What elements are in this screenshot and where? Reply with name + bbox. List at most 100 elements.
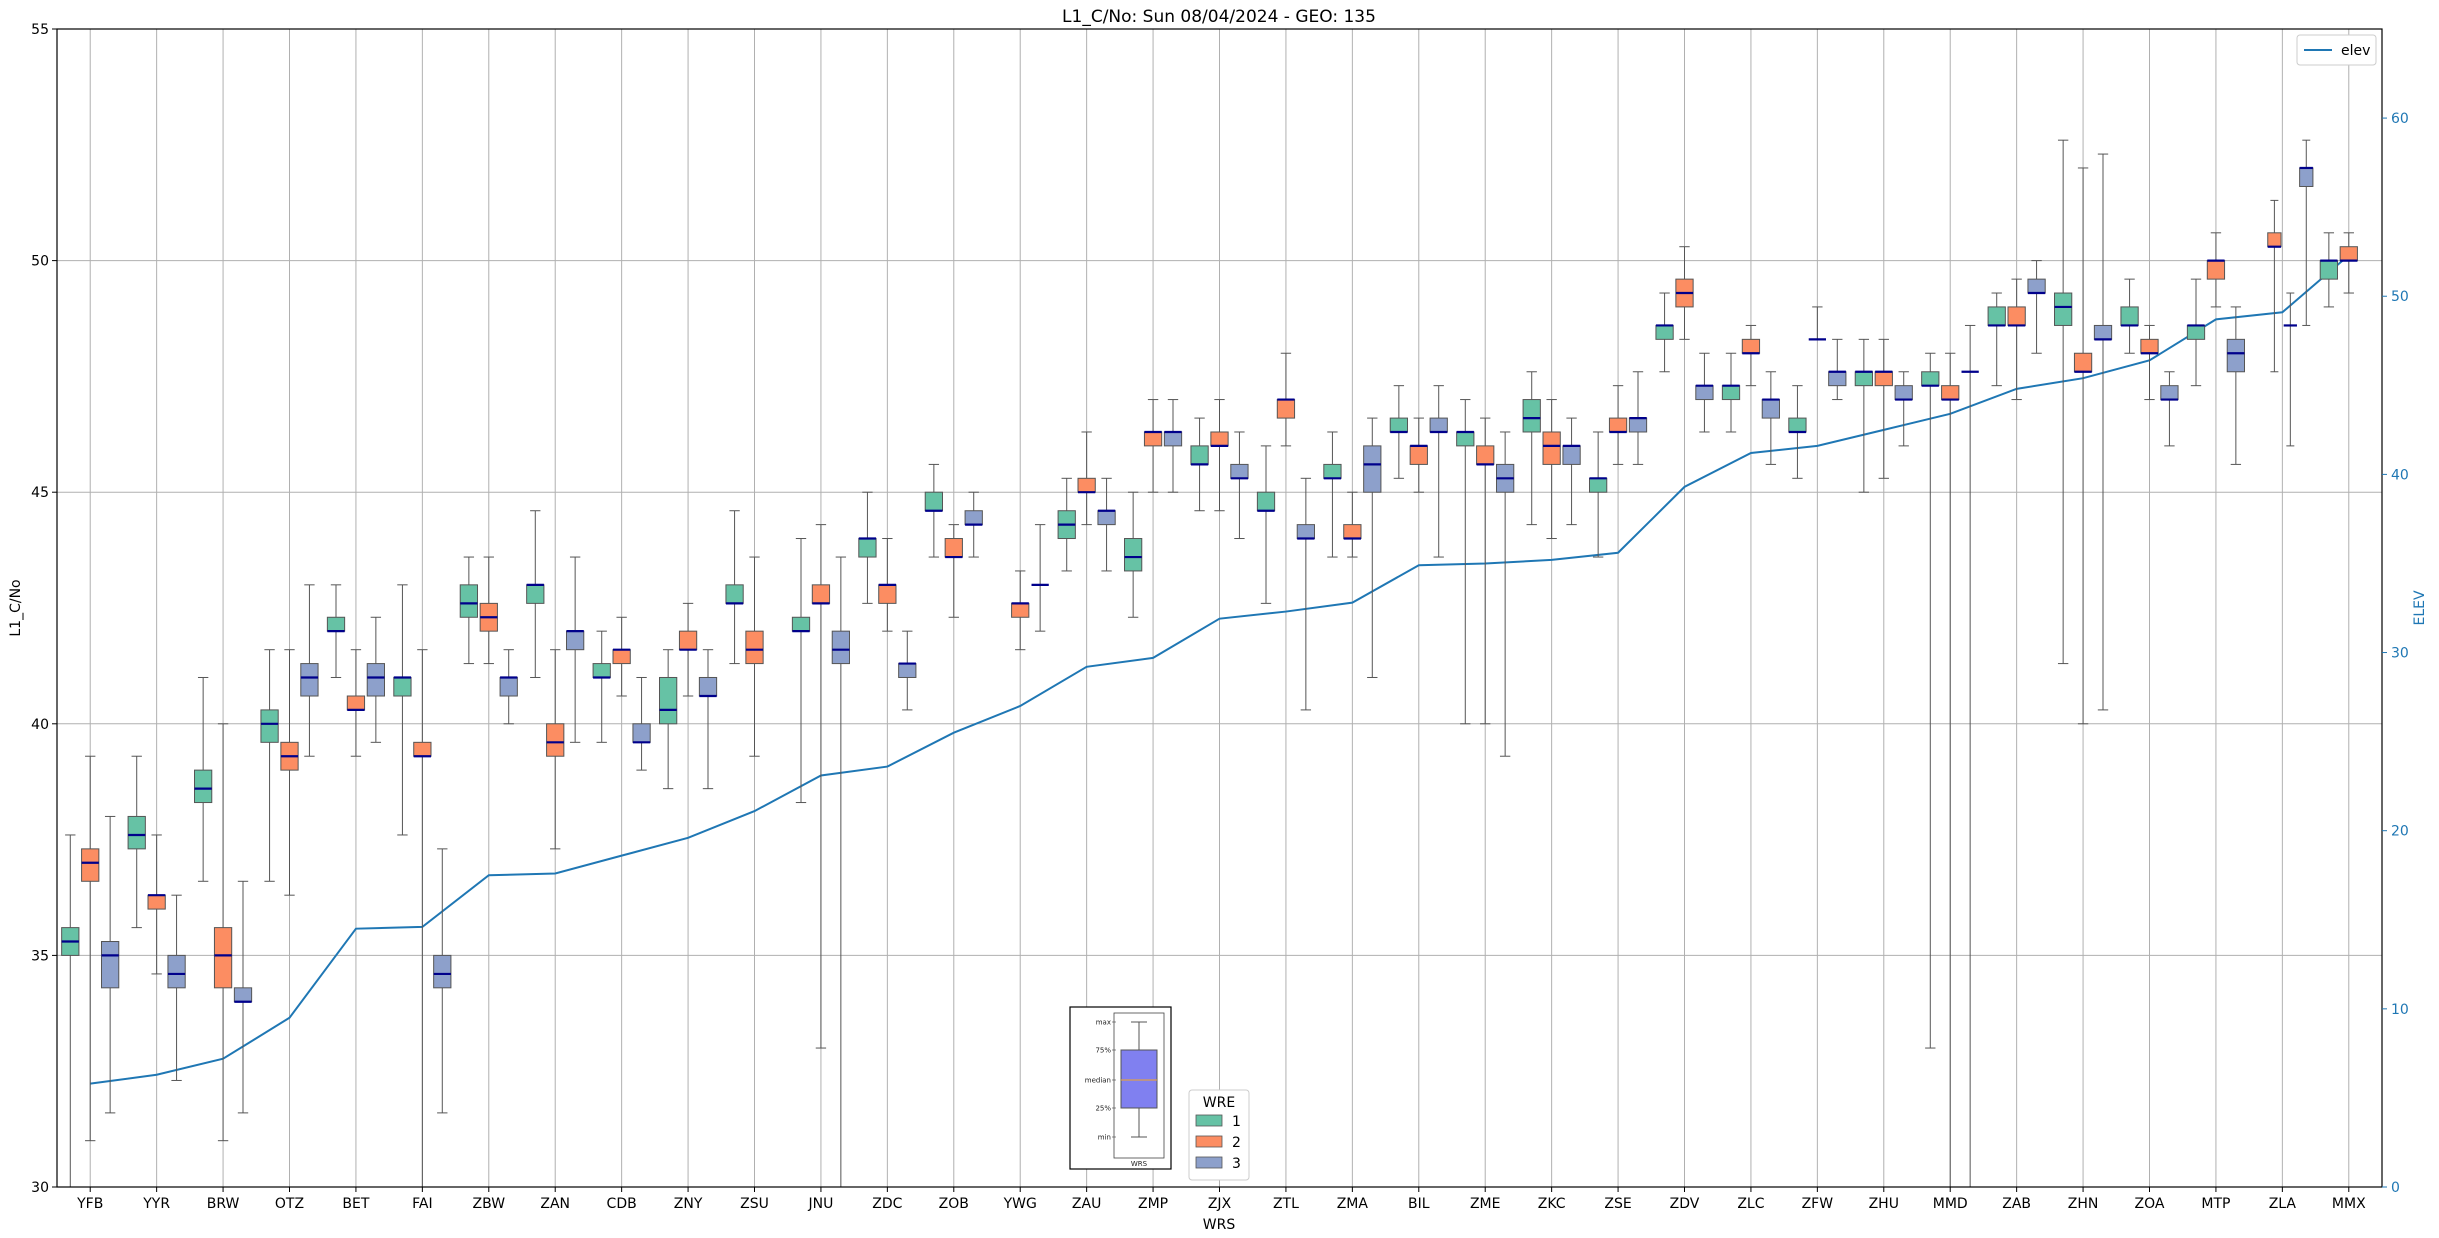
x-ticks: YFB YYR BRW OTZ BET FAI ZBW ZAN CDB ZNY ZSU JNU ZDC Z… [76, 1187, 2366, 1212]
box-iqr [81, 848, 100, 882]
box-iqr [1788, 417, 1807, 433]
x-tick-label: ZNY [674, 1196, 703, 1212]
box-iqr [1077, 477, 1096, 493]
inset-label: median [1085, 1077, 1111, 1085]
y-right-tick-label: 20 [2391, 824, 2409, 840]
x-tick-label: ZDV [1670, 1196, 1700, 1212]
box-iqr [2206, 260, 2226, 280]
x-tick-label: ZKC [1538, 1196, 1566, 1212]
box-iqr [1363, 445, 1382, 493]
box-iqr [878, 584, 897, 604]
x-tick-label: FAI [412, 1196, 432, 1212]
box-iqr [1589, 477, 1608, 493]
x-tick-label: YYR [142, 1196, 170, 1212]
y-tick-label: 55 [31, 22, 49, 38]
box-iqr [858, 538, 877, 558]
x-axis-label: WRS [1203, 1217, 1236, 1233]
box-iqr [1097, 510, 1116, 526]
y-tick-label: 50 [31, 254, 49, 270]
box-iqr [2093, 324, 2113, 340]
x-tick-label: JNU [807, 1196, 833, 1212]
inset-label: min [1098, 1134, 1111, 1142]
box-iqr [326, 616, 346, 632]
x-tick-label: ZSU [740, 1196, 769, 1212]
box-iqr [2007, 306, 2026, 326]
wre-legend-label: 1 [1232, 1114, 1241, 1130]
y-ticks-right: 0 10 20 30 40 50 60 [2382, 111, 2409, 1196]
box-iqr [2319, 260, 2338, 280]
box-iqr [592, 663, 611, 678]
box-iqr [1124, 538, 1143, 572]
box-iqr [167, 954, 186, 989]
box-iqr [1210, 431, 1229, 447]
box-iqr [1562, 445, 1581, 465]
box-iqr [2226, 338, 2245, 373]
inset-axis-label: WRS [1131, 1160, 1148, 1168]
inset-box [1120, 1049, 1158, 1109]
box-iqr [366, 663, 385, 697]
x-tick-label: ZSE [1604, 1196, 1631, 1212]
box-iqr [213, 927, 233, 989]
box-iqr [944, 538, 963, 558]
x-tick-label: ZMP [1138, 1196, 1168, 1212]
box-iqr [1721, 385, 1741, 401]
x-tick-label: ZFW [1802, 1196, 1834, 1212]
box-iqr [924, 491, 943, 512]
x-tick-label: BRW [207, 1196, 240, 1212]
box-iqr [1828, 371, 1847, 387]
elev-legend: elev [2296, 34, 2377, 66]
box-iqr [632, 723, 651, 743]
box-iqr [101, 941, 120, 989]
box-iqr [2140, 338, 2159, 354]
box-iqr [2186, 324, 2206, 340]
box-iqr [964, 510, 983, 526]
y-right-tick-label: 30 [2391, 646, 2409, 662]
box-iqr [147, 894, 166, 910]
x-tick-label: ZTL [1273, 1196, 1299, 1212]
x-tick-label: MMX [2332, 1196, 2366, 1212]
box-iqr [260, 709, 279, 743]
box-iqr [1190, 445, 1209, 465]
box-iqr [1256, 491, 1276, 512]
wre-legend-title: WRE [1203, 1095, 1235, 1111]
y-right-tick-label: 10 [2391, 1002, 2409, 1018]
x-tick-label: ZAB [2002, 1196, 2031, 1212]
wre-legend-swatch [1195, 1135, 1223, 1148]
box-iqr [1163, 431, 1183, 447]
box-iqr [346, 695, 366, 711]
box-iqr [1542, 431, 1561, 465]
box-iqr [1941, 385, 1960, 401]
box-iqr [433, 954, 452, 989]
x-tick-label: ZBW [473, 1196, 506, 1212]
box-iqr [659, 676, 678, 725]
box-iqr [2054, 292, 2073, 326]
elev-line-layer [90, 254, 2350, 1085]
box-iqr [1409, 445, 1428, 465]
y-tick-label: 45 [31, 485, 49, 501]
wre-legend-label: 2 [1232, 1135, 1241, 1151]
box-iqr [898, 663, 917, 678]
x-tick-label: ZLA [2269, 1196, 2297, 1212]
box-iqr [1230, 463, 1249, 479]
box-iqr [1011, 602, 1030, 618]
x-tick-label: ZHU [1869, 1196, 1899, 1212]
grid-lines [57, 28, 2382, 1188]
box-iqr [1276, 399, 1296, 419]
box-iqr [1741, 338, 1761, 354]
box-iqr [566, 630, 585, 651]
box-iqr [1429, 417, 1448, 433]
box-iqr [1389, 417, 1408, 433]
wre-legend: WRE 1 2 3 [1188, 1089, 1250, 1181]
box-iqr [725, 584, 744, 604]
x-tick-label: OTZ [275, 1196, 304, 1212]
x-tick-label: ZAU [1072, 1196, 1101, 1212]
y-tick-label: 35 [31, 948, 49, 964]
y-tick-label: 40 [31, 717, 49, 733]
x-tick-label: ZOB [939, 1196, 969, 1212]
box-iqr [300, 663, 319, 697]
inset-label: 75% [1095, 1047, 1111, 1055]
wre-legend-label: 3 [1232, 1156, 1241, 1172]
box-iqr [1323, 463, 1342, 479]
box-iqr [1476, 445, 1495, 465]
inset-inner-frame [1113, 1012, 1165, 1159]
